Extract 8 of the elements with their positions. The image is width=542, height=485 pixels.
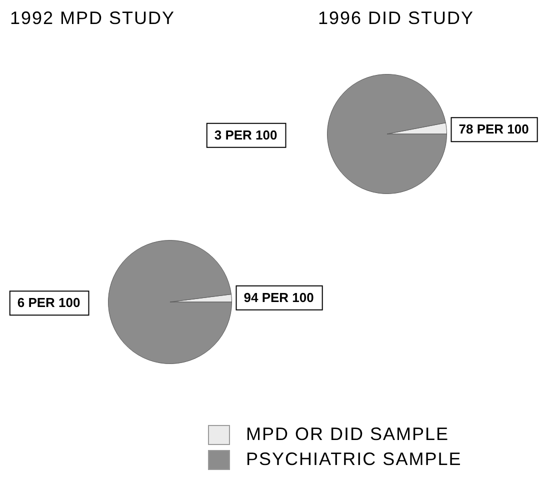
chart-title: 1996 DID STUDY <box>318 8 474 29</box>
chart-title: 1992 MPD STUDY <box>10 8 176 29</box>
text: 78 PER 100 <box>458 122 529 137</box>
text: 94 PER 100 <box>244 290 314 305</box>
legend-label: PSYCHIATRIC SAMPLE <box>246 449 462 470</box>
text: 6 PER 100 <box>17 295 80 310</box>
legend-label: MPD OR DID SAMPLE <box>246 424 450 445</box>
text: 3 PER 100 <box>214 127 278 142</box>
